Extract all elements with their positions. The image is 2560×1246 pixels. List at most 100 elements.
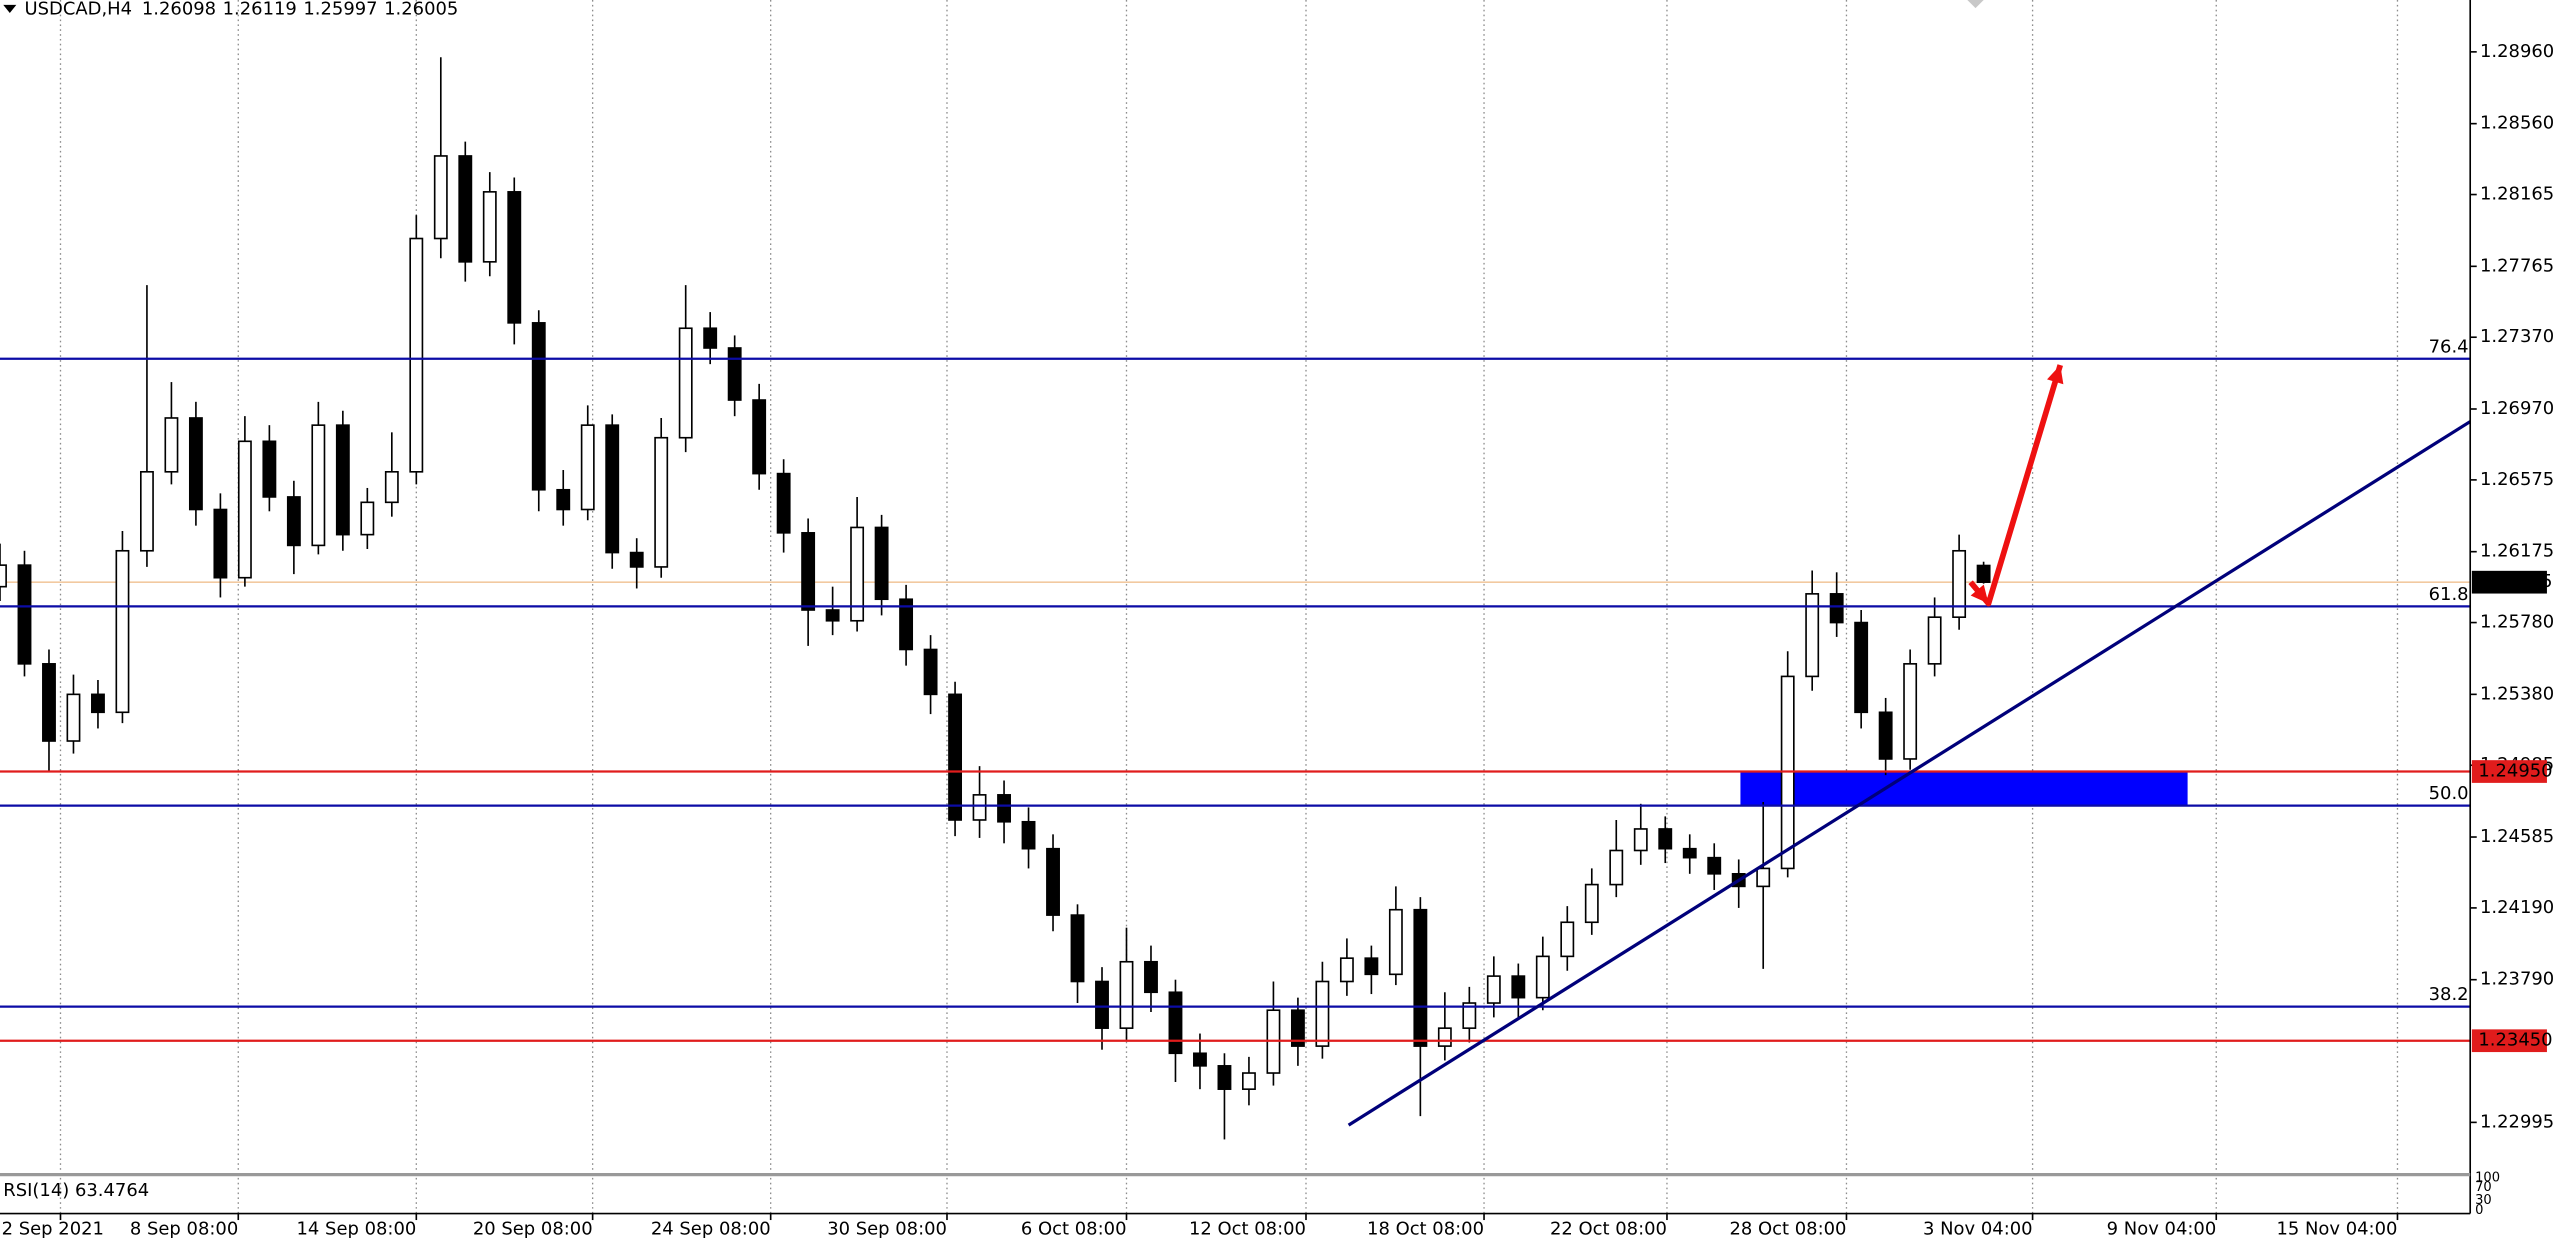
candle-body bbox=[1339, 957, 1354, 983]
arrow-head bbox=[1970, 584, 1989, 604]
candle-body bbox=[91, 693, 105, 714]
y-tick-label: 1.24585 bbox=[2480, 826, 2554, 847]
candle-body bbox=[1193, 1052, 1207, 1067]
candle-body bbox=[458, 155, 473, 263]
candle-body bbox=[139, 471, 154, 552]
candle-body bbox=[1021, 820, 1036, 850]
candle-body bbox=[482, 191, 497, 263]
candle-body bbox=[776, 472, 791, 534]
y-tick-label: 1.28560 bbox=[2480, 113, 2554, 134]
chart-title: USDCAD,H4 bbox=[24, 0, 132, 20]
candle-body bbox=[1560, 921, 1575, 958]
x-tick-label: 22 Oct 08:00 bbox=[1550, 1219, 1667, 1240]
candle-body bbox=[164, 417, 179, 473]
candle-body bbox=[1462, 1002, 1477, 1029]
candle-body bbox=[1046, 847, 1060, 916]
candle-body bbox=[1609, 849, 1624, 886]
candle-body bbox=[1511, 975, 1526, 999]
level-price-box bbox=[2471, 760, 2547, 783]
candle-body bbox=[727, 347, 742, 401]
candle-body bbox=[531, 322, 546, 491]
chart-shift-marker bbox=[1967, 0, 1984, 9]
candle-body bbox=[1952, 549, 1967, 618]
header-close: 1.26005 bbox=[384, 0, 458, 20]
candle-body bbox=[678, 327, 693, 439]
rsi-label: RSI(14) 63.4764 bbox=[3, 1180, 149, 1201]
candle-body bbox=[972, 794, 987, 821]
y-tick-label: 1.28165 bbox=[2480, 184, 2554, 205]
candle-body bbox=[1535, 955, 1550, 999]
x-tick-label: 14 Sep 08:00 bbox=[297, 1219, 417, 1240]
candle-body bbox=[384, 471, 399, 504]
candle-body bbox=[17, 564, 32, 665]
candle-body bbox=[1927, 616, 1942, 665]
fib-label: 76.4 bbox=[2429, 336, 2469, 357]
x-tick-label: 9 Nov 04:00 bbox=[2107, 1219, 2217, 1240]
axes: 2 Sep 2021 8 Sep 08:00 14 Sep 08:00 20 Sep … bbox=[2, 41, 2555, 1240]
x-tick-label: 30 Sep 08:00 bbox=[827, 1219, 947, 1240]
zone bbox=[1740, 771, 2188, 806]
fib-label: 61.8 bbox=[2429, 584, 2469, 605]
candle-body bbox=[433, 155, 448, 240]
y-tick-label: 1.28960 bbox=[2480, 41, 2554, 62]
x-tick-label: 3 Nov 04:00 bbox=[1923, 1219, 2033, 1240]
candle-body bbox=[1878, 711, 1893, 760]
candle-body bbox=[629, 551, 644, 568]
x-tick-label: 18 Oct 08:00 bbox=[1367, 1219, 1484, 1240]
candle-body bbox=[703, 327, 718, 349]
candle-body bbox=[874, 526, 889, 601]
candle-body bbox=[262, 440, 277, 498]
rsi-tick-label: 30 bbox=[2475, 1193, 2492, 1208]
level-price-label: 1.23450 bbox=[2478, 1030, 2552, 1051]
y-tick-label: 1.26175 bbox=[2480, 541, 2554, 562]
candle-body bbox=[1805, 593, 1820, 678]
candle-body bbox=[752, 399, 767, 475]
y-tick-label: 1.22995 bbox=[2480, 1111, 2554, 1132]
candle-body bbox=[237, 440, 252, 579]
symbol-menu-icon[interactable] bbox=[3, 4, 17, 13]
candle-body bbox=[580, 424, 595, 511]
chart-header: USDCAD,H4 1.26098 1.26119 1.25997 1.26005 bbox=[24, 0, 458, 20]
header-low: 1.25997 bbox=[303, 0, 377, 20]
rsi-tick-label: 100 bbox=[2475, 1170, 2500, 1185]
candle-body bbox=[948, 693, 963, 821]
candle-body bbox=[335, 424, 350, 536]
candle-body bbox=[1658, 828, 1673, 850]
candle-body bbox=[1707, 856, 1722, 875]
y-tick-label: 1.27370 bbox=[2480, 326, 2554, 347]
candle-body bbox=[1437, 1027, 1452, 1047]
trendline bbox=[1347, 420, 2472, 1127]
x-tick-label: 12 Oct 08:00 bbox=[1189, 1219, 1306, 1240]
candle-body bbox=[997, 794, 1011, 823]
level-price-label: 1.24950 bbox=[2478, 761, 2552, 782]
x-tick-label: 15 Nov 04:00 bbox=[2276, 1219, 2397, 1240]
candle-body bbox=[1095, 980, 1109, 1029]
candle-body bbox=[1486, 975, 1501, 1004]
candle-body bbox=[1168, 991, 1183, 1055]
header-high: 1.26119 bbox=[223, 0, 297, 20]
candle-body bbox=[1584, 883, 1599, 924]
candle-body bbox=[311, 424, 326, 547]
candle-body bbox=[850, 526, 865, 622]
candle-body bbox=[825, 609, 840, 622]
current-price-label: 1.26005 bbox=[2478, 571, 2552, 592]
candle-body bbox=[1682, 847, 1697, 859]
y-tick-label: 1.27765 bbox=[2480, 255, 2554, 276]
x-tick-label: 24 Sep 08:00 bbox=[651, 1219, 771, 1240]
candle-body bbox=[286, 496, 301, 547]
level-price-box bbox=[2471, 1029, 2547, 1053]
y-tick-label: 1.25780 bbox=[2480, 612, 2554, 633]
candle-body bbox=[1388, 908, 1403, 976]
candle-body bbox=[1903, 663, 1918, 760]
candle-body bbox=[801, 532, 816, 611]
candle-body bbox=[1976, 564, 1991, 583]
candle-body bbox=[507, 191, 522, 324]
candle-body bbox=[0, 564, 7, 588]
candle-body bbox=[1119, 960, 1134, 1029]
candle-body bbox=[1290, 1009, 1305, 1047]
candle-body bbox=[1854, 621, 1869, 714]
candle-body bbox=[1756, 867, 1771, 888]
x-tick-label: 28 Oct 08:00 bbox=[1729, 1219, 1846, 1240]
current-price-box bbox=[2471, 570, 2547, 594]
